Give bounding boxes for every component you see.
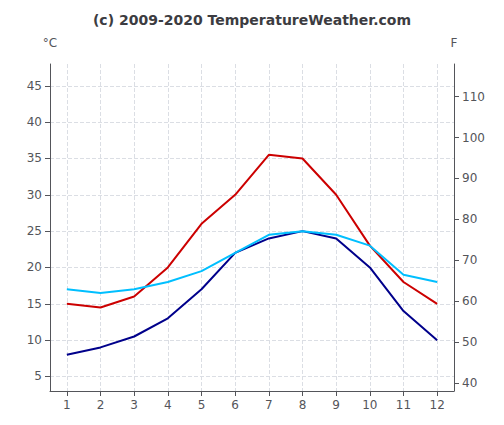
svg-text:3: 3 <box>130 398 138 412</box>
svg-text:(c) 2009-2020 TemperatureWeath: (c) 2009-2020 TemperatureWeather.com <box>93 12 411 28</box>
svg-text:8: 8 <box>299 398 307 412</box>
svg-text:5: 5 <box>198 398 206 412</box>
svg-text:9: 9 <box>332 398 340 412</box>
svg-text:4: 4 <box>164 398 172 412</box>
svg-text:12: 12 <box>430 398 445 412</box>
svg-text:100: 100 <box>462 131 485 145</box>
svg-text:6: 6 <box>231 398 239 412</box>
svg-text:20: 20 <box>27 260 42 274</box>
svg-text:30: 30 <box>27 188 42 202</box>
svg-text:F: F <box>451 36 458 50</box>
svg-text:40: 40 <box>462 376 477 390</box>
svg-text:5: 5 <box>34 369 42 383</box>
svg-text:40: 40 <box>27 115 42 129</box>
svg-text:50: 50 <box>462 335 477 349</box>
svg-text:80: 80 <box>462 212 477 226</box>
svg-text:10: 10 <box>27 333 42 347</box>
svg-text:90: 90 <box>462 171 477 185</box>
svg-text:10: 10 <box>362 398 377 412</box>
svg-text:7: 7 <box>265 398 273 412</box>
svg-text:11: 11 <box>396 398 411 412</box>
svg-text:°C: °C <box>43 36 57 50</box>
svg-text:1: 1 <box>63 398 71 412</box>
svg-text:45: 45 <box>27 79 42 93</box>
svg-text:25: 25 <box>27 224 42 238</box>
svg-text:2: 2 <box>97 398 105 412</box>
svg-text:70: 70 <box>462 253 477 267</box>
svg-text:35: 35 <box>27 151 42 165</box>
svg-text:60: 60 <box>462 294 477 308</box>
svg-text:15: 15 <box>27 297 42 311</box>
svg-text:110: 110 <box>462 90 485 104</box>
